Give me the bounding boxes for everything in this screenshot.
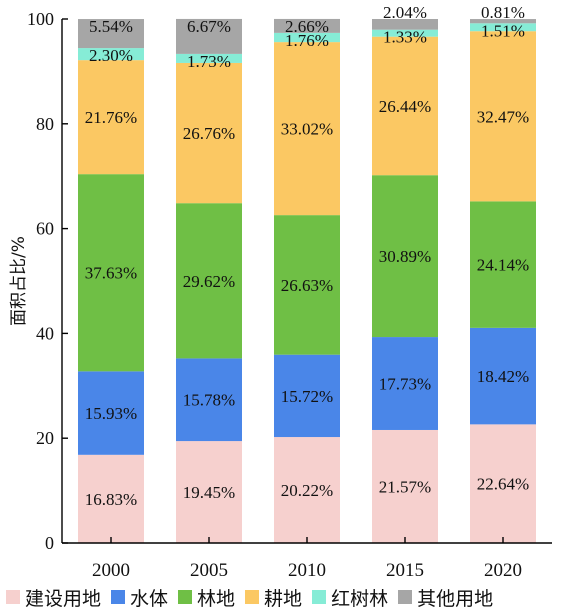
data-label: 20.22%: [281, 481, 333, 500]
legend-item: 其他用地: [398, 584, 493, 611]
legend-swatch: [245, 590, 260, 604]
y-tick-label: 0: [45, 533, 54, 553]
legend-label: 其他用地: [417, 587, 494, 610]
data-label: 26.44%: [379, 97, 431, 116]
data-label: 2.04%: [383, 3, 427, 22]
bar-segment: [470, 424, 536, 543]
y-tick-label: 60: [36, 219, 54, 239]
legend-label: 红树林: [331, 587, 389, 610]
bar-segment: [274, 42, 340, 216]
data-label: 15.72%: [281, 387, 333, 406]
data-label: 0.81%: [481, 3, 525, 22]
legend-label: 耕地: [264, 587, 303, 610]
legend-swatch: [178, 590, 193, 604]
data-label: 16.83%: [85, 490, 137, 509]
bar-segment: [176, 358, 242, 442]
data-label: 26.76%: [183, 124, 235, 143]
bar-segment: [372, 29, 438, 37]
x-tick-label: 2000: [92, 560, 130, 581]
data-label: 30.89%: [379, 247, 431, 266]
data-label: 21.57%: [379, 477, 431, 496]
bar-segment: [470, 31, 536, 202]
bar-segment: [470, 327, 536, 425]
legend-item: 林地: [178, 584, 235, 611]
data-label: 21.76%: [85, 108, 137, 127]
legend-label: 水体: [130, 587, 169, 610]
bar-segment: [176, 53, 242, 63]
data-label: 18.42%: [477, 367, 529, 386]
bar-segment: [274, 32, 340, 43]
data-label: 15.78%: [183, 391, 235, 410]
data-label: 5.54%: [89, 17, 133, 36]
bar-segment: [176, 62, 242, 204]
legend-label: 林地: [197, 587, 236, 610]
stacked-bar-chart: 16.83% 15.93% 37.63% 21.76% 2.30% 5.54% 19.45%…: [9, 3, 552, 581]
bar-segment: [78, 19, 144, 49]
data-label: 15.93%: [85, 404, 137, 423]
bar-segment: [470, 23, 536, 32]
bar-segment: [78, 48, 144, 61]
data-label: 1.51%: [481, 21, 525, 40]
legend: 建设用地 水体 林地 耕地 红树林 其他用地: [6, 584, 558, 610]
data-label: 1.33%: [383, 28, 427, 47]
data-label: 32.47%: [477, 107, 529, 126]
legend-item: 耕地: [245, 584, 302, 611]
bar-segment: [470, 201, 536, 328]
data-label: 22.64%: [477, 475, 529, 494]
data-label: 6.67%: [187, 17, 231, 36]
bars-layer: [78, 18, 536, 543]
data-label: 37.63%: [85, 264, 137, 283]
bar-segment: [274, 215, 340, 355]
y-tick-label: 80: [36, 114, 54, 134]
bar-segment: [372, 337, 438, 430]
data-label: 33.02%: [281, 120, 333, 139]
bar-segment: [176, 18, 242, 54]
bar-segment: [78, 371, 144, 455]
data-label: 19.45%: [183, 483, 235, 502]
bar-segment: [372, 429, 438, 543]
bar-segment: [274, 437, 340, 543]
bar-segment: [176, 203, 242, 359]
legend-label: 建设用地: [25, 587, 102, 610]
x-tick-label: 2005: [190, 560, 228, 581]
bar-segment: [372, 19, 438, 30]
bar-segment: [372, 36, 438, 176]
data-labels-layer: 16.83% 15.93% 37.63% 21.76% 2.30% 5.54% 19.45%…: [85, 3, 529, 509]
bar-segment: [78, 60, 144, 175]
legend-swatch: [111, 590, 126, 604]
data-label: 24.14%: [477, 256, 529, 275]
data-label: 1.73%: [187, 52, 231, 71]
legend-item: 建设用地: [6, 584, 101, 611]
data-label: 2.66%: [285, 17, 329, 36]
y-tick-label: 40: [36, 323, 54, 343]
data-label: 2.30%: [89, 46, 133, 65]
x-tick-label: 2020: [484, 560, 522, 581]
bar-segment: [274, 18, 340, 33]
bar-segment: [470, 19, 536, 24]
x-tick-label: 2015: [386, 560, 424, 581]
y-tick-label: 20: [36, 428, 54, 448]
data-label: 1.76%: [285, 31, 329, 50]
bar-segment: [78, 454, 144, 543]
y-axis-title: 面积占比/%: [9, 236, 29, 326]
legend-item: 红树林: [312, 584, 388, 611]
legend-item: 水体: [111, 584, 168, 611]
legend-swatch: [398, 590, 413, 604]
bar-segment: [372, 175, 438, 338]
legend-swatch: [312, 590, 327, 604]
y-tick-label: 100: [27, 9, 54, 29]
legend-swatch: [6, 590, 20, 604]
bar-segment: [78, 174, 144, 372]
data-label: 17.73%: [379, 375, 431, 394]
bar-segment: [274, 354, 340, 438]
data-label: 29.62%: [183, 272, 235, 291]
x-tick-label: 2010: [288, 560, 326, 581]
axes-layer: 0 20 40 60 80 100 2000 2005 2010 2015 2020 面积占比/%: [9, 9, 552, 581]
data-label: 26.63%: [281, 276, 333, 295]
bar-segment: [176, 441, 242, 543]
